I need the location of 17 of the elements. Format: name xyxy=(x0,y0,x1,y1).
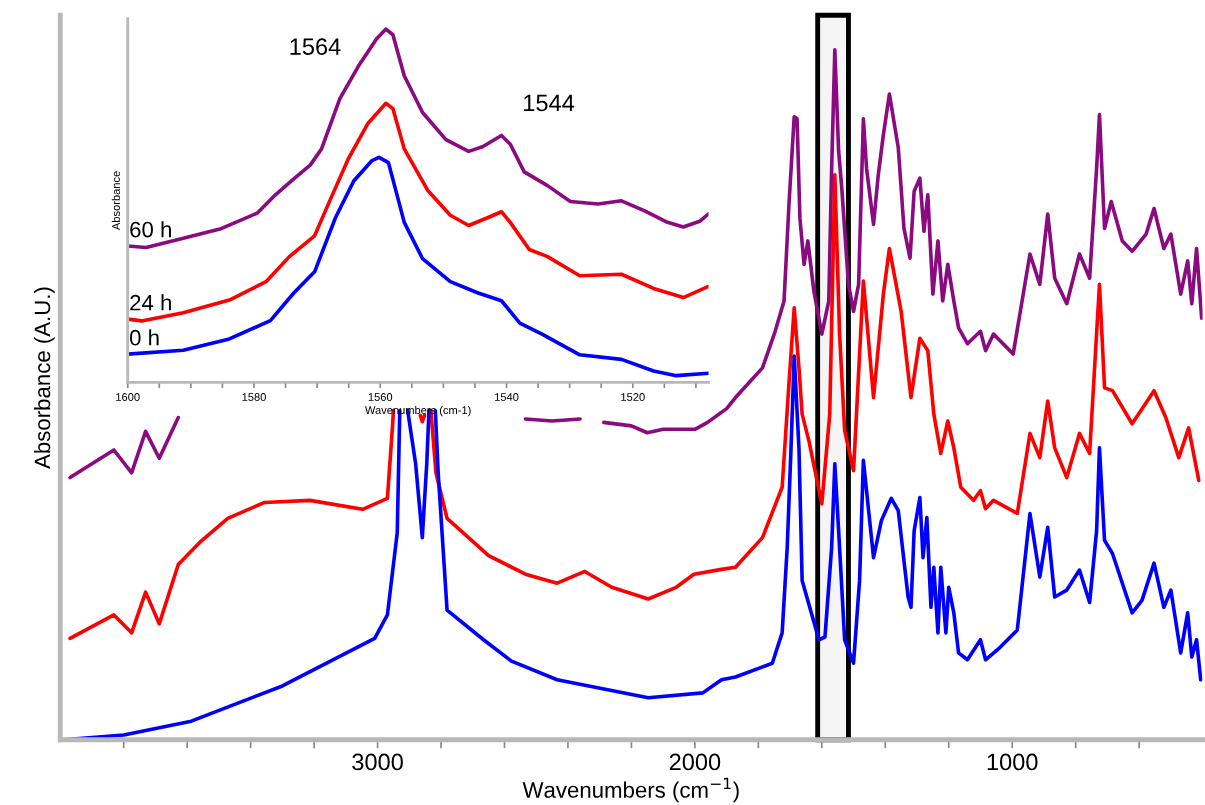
annotation: 1564 xyxy=(290,38,341,55)
x-tick-label: 3000 xyxy=(352,753,403,771)
series-label: 24 h xyxy=(130,294,171,311)
x-tick-label: 1000 xyxy=(987,753,1038,771)
x-tick-label: 1560 xyxy=(368,393,393,401)
x-tick-label: 1520 xyxy=(621,393,645,401)
x-tick-label: 2000 xyxy=(669,753,721,771)
y-axis-title: Absorbance xyxy=(111,171,120,231)
x-axis-title: Wavenumbers (cm$^{−1}$) xyxy=(522,777,739,803)
y-axis-title: Absorbance (A.U.) xyxy=(33,287,55,469)
x-tick-label: 1600 xyxy=(116,393,140,401)
x-tick-label: 1540 xyxy=(495,393,519,401)
series-label: 0 h xyxy=(129,329,159,346)
annotation: 1544 xyxy=(524,94,575,112)
x-axis-title: Wavenumbers (cm-1) xyxy=(364,405,471,417)
x-tick-label: 1580 xyxy=(242,393,266,401)
series-label: 60 h xyxy=(130,221,171,238)
